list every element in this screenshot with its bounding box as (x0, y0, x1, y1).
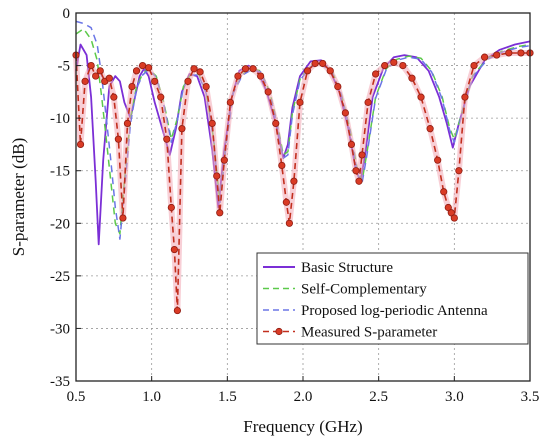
series-point-measured-s-parameter (163, 135, 171, 143)
series-point-measured-s-parameter (390, 58, 398, 67)
series-point-measured-s-parameter (358, 151, 366, 159)
series-point-measured-s-parameter (311, 59, 319, 68)
series-point-measured-s-parameter (285, 219, 293, 227)
series-point-measured-s-parameter (461, 93, 469, 101)
series-point-measured-s-parameter (76, 140, 85, 149)
series-point-measured-s-parameter (257, 72, 265, 80)
series-point-measured-s-parameter (167, 203, 175, 212)
series-point-measured-s-parameter (408, 74, 416, 82)
legend-entry-measured: Measured S-parameter (301, 325, 437, 341)
series-point-measured-s-parameter (399, 61, 407, 70)
series-point-measured-s-parameter (319, 59, 327, 68)
series-point-measured-s-parameter (96, 67, 104, 75)
series-point-measured-s-parameter (190, 65, 198, 73)
series-point-measured-s-parameter (272, 119, 280, 128)
series-point-measured-s-parameter (213, 172, 221, 180)
series-point-measured-s-parameter (341, 109, 349, 117)
series-point-measured-s-parameter (196, 68, 204, 76)
series-point-measured-s-parameter (208, 119, 216, 128)
series-point-measured-s-parameter (157, 93, 165, 101)
y-tick-label: -20 (50, 216, 70, 232)
series-point-measured-s-parameter (505, 49, 513, 57)
series-point-measured-s-parameter (216, 209, 224, 217)
x-tick-label: 0.5 (67, 389, 86, 405)
series-point-measured-s-parameter (145, 64, 153, 72)
series-point-measured-s-parameter (249, 65, 257, 73)
series-point-measured-s-parameter (434, 156, 442, 164)
series-point-measured-s-parameter (480, 53, 489, 61)
tick-group: 0.5 1.0 1.5 2.0 2.5 3.0 3.5 0 -5 -10 -15 -20 -25 -30 -… (50, 6, 539, 405)
series-point-measured-s-parameter (114, 135, 122, 143)
series-point-measured-s-parameter (81, 77, 89, 85)
series-point-measured-s-parameter (450, 214, 458, 222)
series-point-measured-s-parameter (220, 156, 228, 164)
series-point-measured-s-parameter (264, 88, 272, 96)
series-point-measured-s-parameter (123, 119, 132, 128)
series-point-measured-s-parameter (355, 177, 363, 185)
series-point-measured-s-parameter (178, 125, 186, 133)
series-point-measured-s-parameter (92, 72, 100, 80)
legend-entry-self-complementary: Self-Complementary (301, 282, 427, 298)
x-axis-label: Frequency (GHz) (243, 417, 362, 436)
series-point-measured-s-parameter (87, 61, 95, 70)
y-tick-label: -5 (58, 59, 71, 75)
series-point-measured-s-parameter (151, 77, 159, 85)
series-point-measured-s-parameter (202, 83, 210, 91)
series-point-measured-s-parameter (447, 209, 455, 217)
legend-box (256, 252, 529, 345)
series-point-measured-s-parameter (326, 67, 334, 75)
series-point-measured-s-parameter (303, 67, 312, 75)
y-tick-label: -15 (50, 164, 70, 180)
legend: Basic Structure Self-Complementary Propo… (256, 252, 529, 345)
series-point-measured-s-parameter (226, 98, 234, 106)
series-point-measured-s-parameter (128, 83, 136, 91)
series-point-measured-s-parameter (440, 188, 448, 196)
x-tick-label: 3.5 (521, 389, 540, 405)
x-tick-label: 1.5 (218, 389, 237, 405)
x-tick-label: 2.0 (294, 389, 313, 405)
x-tick-label: 3.0 (445, 389, 464, 405)
x-tick-label: 1.0 (142, 389, 161, 405)
series-point-measured-s-parameter (119, 214, 127, 222)
legend-marker-measured (275, 327, 283, 336)
series-point-measured-s-parameter (381, 61, 389, 70)
series-point-measured-s-parameter (347, 140, 356, 149)
x-tick-label: 2.5 (369, 389, 388, 405)
series-point-measured-s-parameter (372, 70, 380, 78)
series-point-measured-s-parameter (493, 51, 501, 59)
y-tick-label: -30 (50, 321, 70, 337)
series-point-measured-s-parameter (455, 167, 463, 175)
y-tick-label: -10 (50, 111, 70, 127)
series-point-measured-s-parameter (282, 198, 290, 206)
series-group (72, 20, 534, 315)
series-point-measured-s-parameter (173, 306, 181, 315)
series-point-measured-s-parameter (444, 203, 452, 212)
series-point-measured-s-parameter (417, 93, 425, 101)
series-point-measured-s-parameter (470, 61, 478, 70)
series-point-measured-s-parameter (170, 245, 178, 254)
legend-entry-basic-structure: Basic Structure (301, 260, 393, 276)
series-point-measured-s-parameter (426, 125, 434, 133)
series-point-measured-s-parameter (334, 83, 342, 91)
series-point-measured-s-parameter (110, 93, 118, 101)
series-point-measured-s-parameter (352, 167, 360, 175)
series-point-measured-s-parameter (517, 49, 525, 57)
series-point-measured-s-parameter (278, 161, 286, 170)
series-point-measured-s-parameter (290, 177, 298, 185)
y-tick-label: -35 (50, 374, 70, 390)
series-point-measured-s-parameter (364, 98, 372, 106)
series-point-measured-s-parameter (138, 61, 147, 70)
series-point-measured-s-parameter (234, 72, 242, 80)
series-point-measured-s-parameter (132, 67, 141, 75)
y-tick-label: 0 (63, 6, 71, 22)
series-point-measured-s-parameter (184, 77, 192, 85)
legend-entry-proposed-log-periodic: Proposed log-periodic Antenna (301, 303, 488, 319)
y-axis-label: S-parameter (dB) (9, 138, 28, 256)
series-point-measured-s-parameter (241, 65, 250, 73)
series-point-measured-s-parameter (296, 98, 304, 106)
series-point-measured-s-parameter (105, 74, 113, 82)
y-tick-label: -25 (50, 269, 70, 285)
